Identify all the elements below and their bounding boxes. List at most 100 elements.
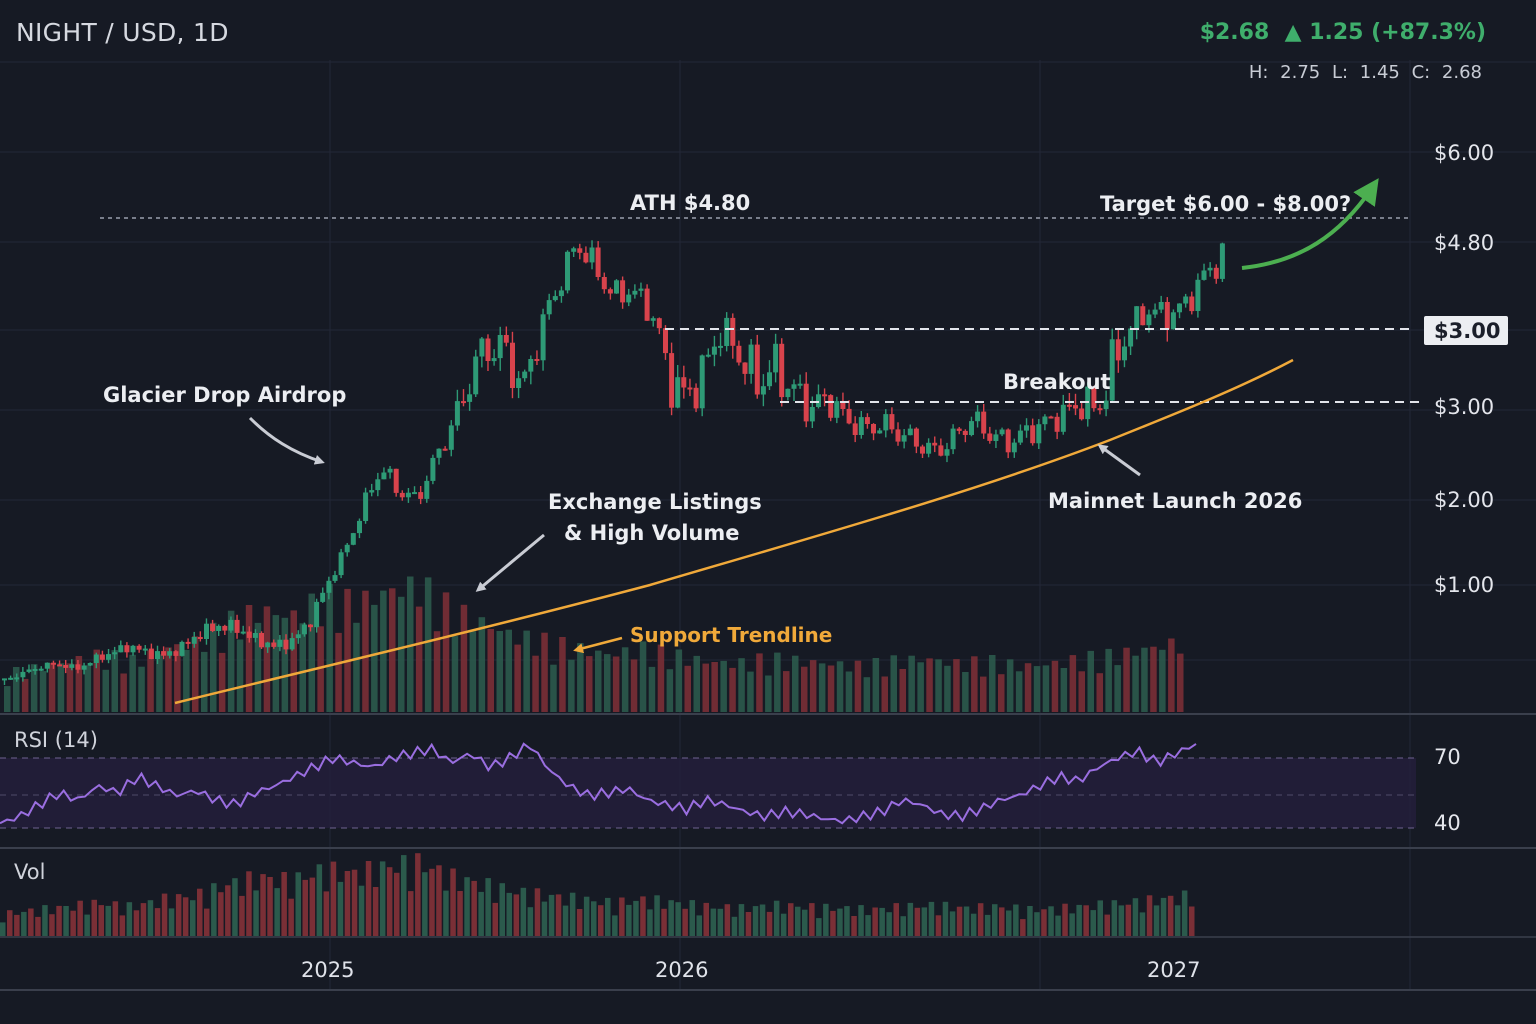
volume-bar (971, 656, 978, 712)
vol-pane-bar (372, 887, 379, 936)
vol-pane-bar (478, 891, 484, 936)
vol-pane-bar (358, 885, 365, 936)
volume-bar (684, 665, 691, 712)
volume-bar (424, 577, 432, 712)
vol-pane-bar (77, 900, 83, 936)
vol-pane-bar (569, 892, 576, 936)
vol-pane-bar (766, 911, 773, 936)
vol-pane-bar (1076, 904, 1082, 936)
candle-body (204, 623, 209, 639)
candle-body (1030, 425, 1036, 444)
vol-pane-bar (816, 918, 822, 936)
volume-bar (30, 664, 38, 712)
vol-pane-bar (450, 868, 456, 936)
candle-body (112, 652, 118, 655)
y-tick-label: $2.00 (1434, 488, 1494, 512)
candle-body (785, 388, 791, 398)
vol-pane-bar (246, 871, 252, 936)
vol-pane-bar (809, 903, 815, 936)
vol-pane-bar (126, 902, 133, 936)
vol-pane-bar (1118, 905, 1125, 936)
vol-pane-bar (436, 865, 442, 936)
candle-body (118, 645, 124, 653)
rsi-band (0, 758, 1416, 828)
volume-bar (478, 617, 486, 712)
candle-body (767, 372, 772, 387)
volume-bar (666, 669, 674, 712)
volume-bar (818, 663, 826, 712)
vol-pane-bar (105, 905, 111, 936)
candle-body (26, 669, 32, 672)
candle-body (993, 434, 999, 441)
candle-body (387, 468, 393, 473)
vol-pane-bar (154, 908, 161, 936)
volume-bar (899, 669, 906, 712)
vol-pane-bar (661, 908, 667, 936)
candle-body (1097, 408, 1103, 411)
candle-body (1195, 279, 1201, 311)
candle-body (1122, 346, 1127, 361)
glacier-arrow (248, 416, 325, 465)
vol-pane-bar (225, 885, 231, 936)
vol-pane-bar (858, 905, 864, 936)
vol-pane-bar (647, 909, 653, 936)
candle-body (75, 664, 81, 670)
candle-body (467, 394, 473, 402)
volume-bar (48, 663, 56, 712)
candle-body (369, 490, 375, 493)
volume-bar (630, 659, 638, 712)
y-tick-label: $1.00 (1434, 573, 1494, 597)
exchange-annotation-line2: & High Volume (564, 521, 740, 545)
candle-body (461, 401, 466, 404)
vol-pane-bar (745, 912, 752, 936)
volume-bar (872, 658, 880, 712)
vol-pane-bar (415, 853, 421, 936)
candle-body (1042, 416, 1048, 425)
volume-bar (335, 632, 342, 712)
candle-body (607, 289, 613, 294)
candle-body (656, 318, 662, 329)
vol-pane-bar (485, 878, 491, 936)
candle-body (1183, 296, 1189, 304)
vol-pane-bar (1139, 912, 1146, 936)
volume-bar (156, 654, 163, 712)
volume-bar (317, 626, 324, 712)
candle-body (565, 251, 570, 291)
candle-body (430, 457, 436, 481)
candle-body (650, 318, 656, 321)
candle-body (375, 479, 381, 491)
vol-pane-bar (457, 891, 463, 936)
vol-pane-bar (1083, 905, 1089, 936)
vol-pane-bar (851, 916, 857, 936)
candle-body (1189, 296, 1195, 312)
vol-pane-bar (232, 878, 238, 936)
volume-bar (460, 604, 468, 712)
volume-bar (702, 663, 709, 712)
candle-body (601, 277, 607, 290)
y-tick-label: $4.80 (1434, 231, 1494, 255)
volume-bar (93, 649, 100, 712)
candle-body (705, 354, 711, 357)
volume-bar (792, 655, 799, 712)
highlighted-price-tag (1424, 316, 1508, 345)
ath-annotation: ATH $4.80 (630, 191, 750, 215)
vol-pane-bar (1181, 890, 1188, 936)
vol-pane-bar (56, 905, 62, 936)
candle-body (730, 317, 736, 346)
volume-bar (236, 639, 244, 712)
candle-body (1054, 416, 1060, 432)
volume-bar (1159, 649, 1166, 712)
volume-bar (944, 665, 951, 712)
candle-body (295, 634, 301, 639)
vol-pane-bar (1020, 919, 1026, 936)
vol-pane-bar (302, 879, 308, 936)
vol-pane-bar (675, 902, 681, 936)
volume-bar (362, 590, 369, 712)
vol-pane-bar (182, 897, 189, 936)
volume-bar (783, 671, 790, 712)
volume-bar (1042, 665, 1050, 712)
vol-pane-bar (0, 922, 6, 937)
volume-bar (523, 630, 530, 712)
vol-pane-bar (394, 872, 400, 936)
